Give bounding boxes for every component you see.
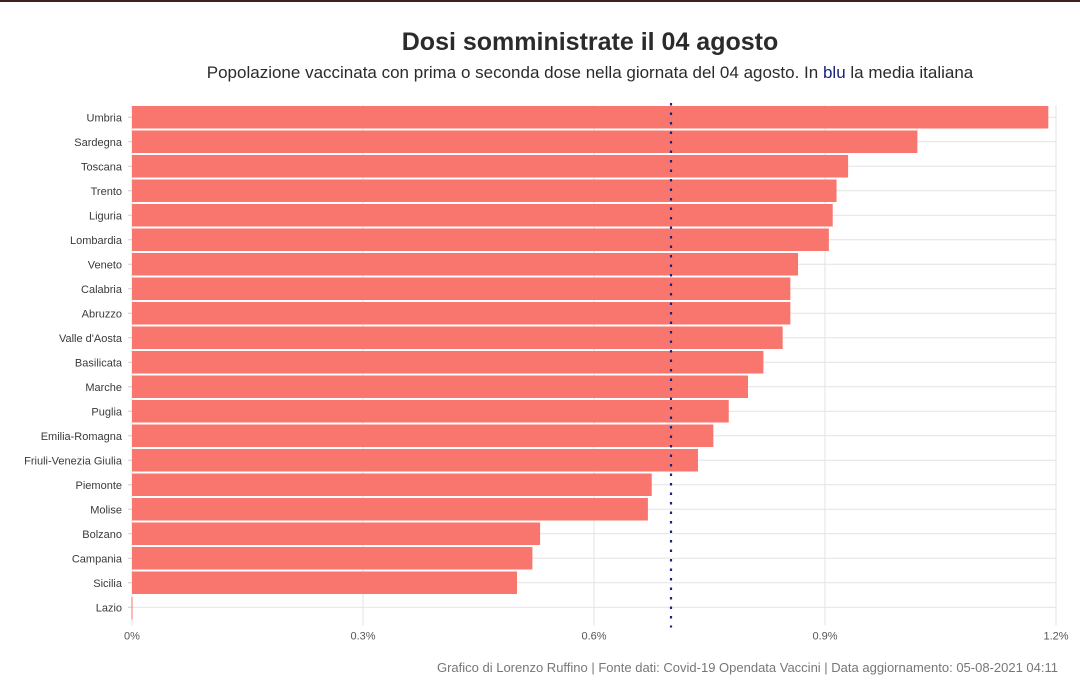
bar-sardegna: [132, 130, 918, 153]
bar-basilicata: [132, 351, 764, 374]
chart-title: Dosi somministrate il 04 agosto: [401, 28, 779, 56]
y-tick-label: Toscana: [81, 161, 123, 173]
x-tick-label: 0.3%: [350, 631, 375, 643]
bar-friuli-venezia-giulia: [132, 449, 698, 472]
y-tick-label: Emilia-Romagna: [41, 431, 123, 443]
y-tick-label: Sicilia: [93, 578, 123, 590]
subtitle-blu: blu: [822, 63, 846, 82]
bar-sicilia: [132, 571, 517, 594]
bar-liguria: [132, 204, 833, 227]
y-tick-label: Lazio: [96, 602, 122, 614]
bar-chart: Umbria Sardegna Toscana Trento Liguria Lombar…: [24, 103, 1069, 643]
y-tick-label: Trento: [91, 186, 122, 198]
y-tick-label: Abruzzo: [82, 308, 122, 320]
y-tick-label: Puglia: [91, 406, 122, 418]
bar-trento: [132, 179, 837, 202]
bar-marche: [132, 375, 748, 398]
bar-emilia-romagna: [132, 424, 714, 447]
y-tick-label: Veneto: [88, 259, 122, 271]
chart-caption: Grafico di Lorenzo Ruffino | Fonte dati:…: [436, 660, 1058, 675]
bar-bolzano: [132, 522, 541, 545]
bar-abruzzo: [132, 302, 791, 325]
y-tick-label: Marche: [85, 382, 122, 394]
chart-subtitle: Popolazione vaccinata con prima o second…: [0, 63, 1080, 83]
y-tick-label: Molise: [90, 504, 122, 516]
y-tick-label: Basilicata: [75, 357, 123, 369]
bar-lombardia: [132, 228, 829, 251]
bar-umbria: [132, 106, 1049, 129]
subtitle-text-2: la media italiana: [845, 63, 974, 82]
y-tick-label: Umbria: [87, 112, 123, 124]
y-tick-label: Lombardia: [70, 235, 123, 247]
y-tick-label: Liguria: [89, 210, 123, 222]
bar-campania: [132, 547, 533, 570]
top-border: [0, 0, 1080, 2]
bar-puglia: [132, 400, 729, 423]
bar-veneto: [132, 253, 799, 276]
y-tick-label: Piemonte: [76, 480, 122, 492]
x-tick-label: 1.2%: [1043, 631, 1068, 643]
bar-molise: [132, 498, 648, 521]
y-tick-label: Sardegna: [74, 137, 123, 149]
subtitle-text-1: Popolazione vaccinata con prima o second…: [206, 63, 823, 82]
x-tick-label: 0%: [124, 631, 140, 643]
x-tick-label: 0.6%: [581, 631, 606, 643]
y-tick-label: Bolzano: [82, 529, 122, 541]
x-tick-label: 0.9%: [812, 631, 837, 643]
bar-toscana: [132, 155, 849, 178]
bar-piemonte: [132, 473, 652, 496]
bar-valle-d-aosta: [132, 326, 783, 349]
bar-calabria: [132, 277, 791, 300]
y-tick-label: Calabria: [81, 284, 123, 296]
y-tick-label: Valle d'Aosta: [59, 333, 123, 345]
y-tick-label: Friuli-Venezia Giulia: [24, 455, 123, 467]
y-tick-label: Campania: [72, 553, 123, 565]
